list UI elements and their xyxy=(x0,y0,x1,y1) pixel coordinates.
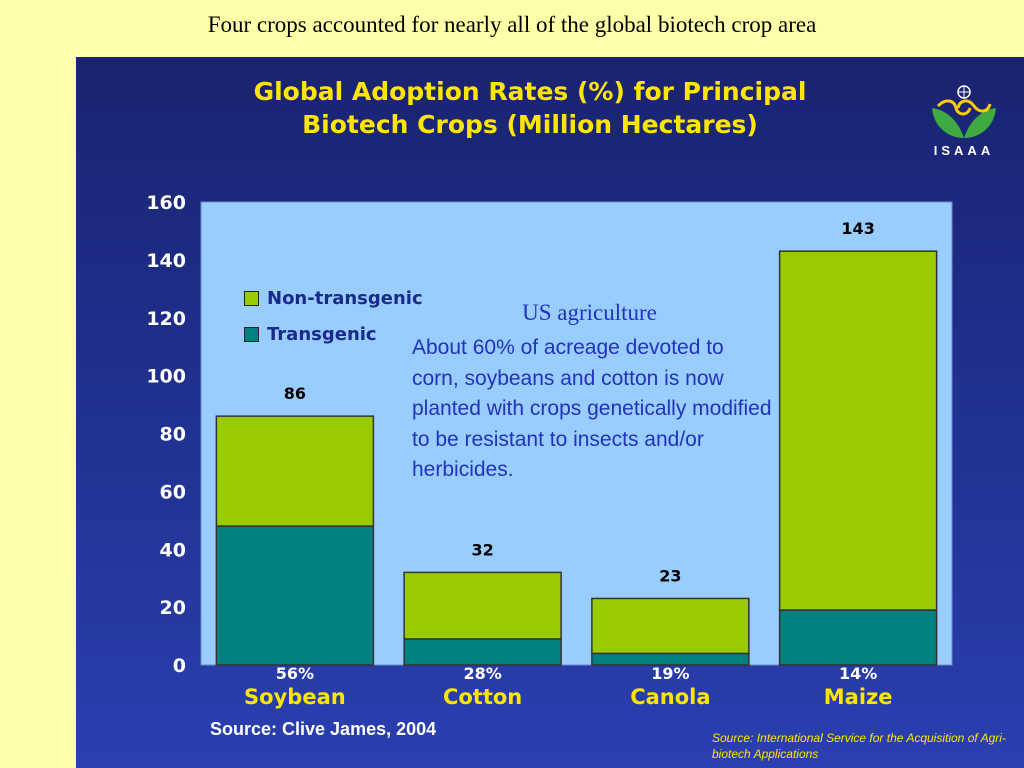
bar-non-transgenic-cotton xyxy=(403,571,562,640)
legend-label-transgenic: Transgenic xyxy=(267,324,377,345)
data-label-total: 86 xyxy=(284,384,306,403)
adoption-rate-label: 14% xyxy=(839,664,877,683)
annotation-title: US agriculture xyxy=(522,300,657,325)
data-label-total: 23 xyxy=(659,566,681,585)
x-category-label: Cotton xyxy=(443,685,522,709)
logo-text: ISAAA xyxy=(933,143,995,158)
x-category-label: Maize xyxy=(824,685,893,709)
legend-label-non-transgenic: Non-transgenic xyxy=(267,288,423,309)
legend-item-transgenic: Transgenic xyxy=(244,324,377,345)
y-tick-label: 140 xyxy=(146,250,186,272)
y-tick-label: 100 xyxy=(146,366,186,388)
legend-item-non-transgenic: Non-transgenic xyxy=(244,288,423,309)
bar-transgenic-maize xyxy=(778,609,938,666)
y-tick-label: 20 xyxy=(160,597,186,619)
chart-title: Global Adoption Rates (%) for Principal … xyxy=(190,75,870,141)
slide-title: Four crops accounted for nearly all of t… xyxy=(207,12,817,37)
legend-swatch-transgenic xyxy=(244,327,259,342)
bar-non-transgenic-canola xyxy=(591,597,750,655)
bar-non-transgenic-soybean xyxy=(215,415,375,527)
source-clive-james: Source: Clive James, 2004 xyxy=(210,719,437,739)
bar-transgenic-cotton xyxy=(403,638,562,666)
data-label-total: 32 xyxy=(471,540,493,559)
source-isaaa: Source: International Service for the Ac… xyxy=(712,731,1006,761)
data-label-total: 143 xyxy=(841,219,874,238)
x-category-label: Soybean xyxy=(244,685,346,709)
y-tick-label: 120 xyxy=(146,308,186,330)
chart-title-line-1: Global Adoption Rates (%) for Principal xyxy=(253,77,807,106)
x-category-label: Canola xyxy=(630,685,710,709)
bar-transgenic-soybean xyxy=(215,525,375,666)
y-tick-label: 60 xyxy=(160,481,186,503)
legend-swatch-non-transgenic xyxy=(244,291,259,306)
chart-title-line-2: Biotech Crops (Million Hectares) xyxy=(302,110,758,139)
bar-non-transgenic-maize xyxy=(778,250,938,611)
y-tick-label: 0 xyxy=(173,655,186,677)
y-tick-label: 80 xyxy=(160,424,186,446)
isaaa-leaf-logo-icon xyxy=(932,85,996,138)
annotation-body: About 60% of acreage devoted to corn, so… xyxy=(412,336,772,481)
adoption-rate-label: 28% xyxy=(463,664,501,683)
y-tick-label: 40 xyxy=(160,539,186,561)
y-tick-label: 160 xyxy=(146,192,186,214)
adoption-rate-label: 56% xyxy=(276,664,314,683)
adoption-rate-label: 19% xyxy=(651,664,689,683)
